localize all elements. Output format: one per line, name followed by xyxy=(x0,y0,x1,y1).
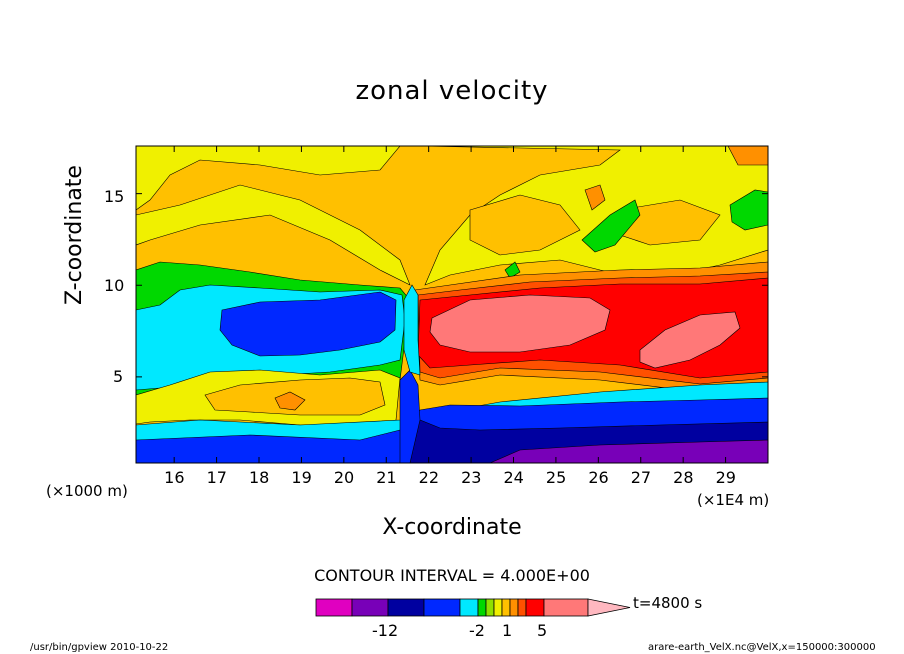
colorbar-swatch xyxy=(477,598,487,617)
plot-frame xyxy=(135,145,769,464)
footer-source: arare-earth_VelX.nc@VelX,x=150000:300000 xyxy=(648,642,876,653)
xtick-label: 21 xyxy=(376,468,397,487)
ytick-label: 10 xyxy=(104,276,125,295)
green-patch-3 xyxy=(504,261,521,279)
xtick-label: 23 xyxy=(461,468,482,487)
colorbar-swatch xyxy=(387,598,425,617)
x-axis-label: X-coordinate xyxy=(382,515,522,540)
contour-field xyxy=(136,146,768,463)
colorbar-swatch xyxy=(315,598,353,617)
xtick-label: 29 xyxy=(715,468,736,487)
xtick-label: 16 xyxy=(164,468,185,487)
lower-left-darkorange xyxy=(274,391,306,411)
x-unit-left: (×1000 m) xyxy=(46,482,128,500)
xtick-label: 20 xyxy=(333,468,355,487)
xtick-label: 18 xyxy=(249,468,270,487)
ytick-label: 5 xyxy=(113,367,124,386)
colorbar-swatch xyxy=(459,598,479,617)
front-cyan-wedge xyxy=(403,284,421,376)
colorbar-tick-label: -12 xyxy=(372,621,399,640)
upper-left-yellow xyxy=(136,146,401,211)
colorbar-swatch xyxy=(485,598,495,617)
colorbar-tick-label: 1 xyxy=(502,621,513,640)
colorbar-swatch xyxy=(501,598,511,617)
orange-island-1 xyxy=(469,194,581,256)
colorbar-tick-label: 5 xyxy=(537,621,548,640)
blue-core-left xyxy=(219,291,397,357)
chart-title: zonal velocity xyxy=(355,76,549,106)
yellow-streak-mid xyxy=(136,184,411,286)
contour-interval-text: CONTOUR INTERVAL = 4.000E+00 xyxy=(314,566,590,585)
darker-orange-patch-2 xyxy=(727,146,768,166)
xtick-label: 22 xyxy=(418,468,440,487)
colorbar-swatch xyxy=(493,598,503,617)
xtick-label: 27 xyxy=(630,468,652,487)
colorbar-swatch xyxy=(517,598,527,617)
colorbar-swatch xyxy=(351,598,389,617)
pink-core-2 xyxy=(639,311,741,369)
colorbar-tick-label: -2 xyxy=(469,621,485,640)
tick-marks xyxy=(136,146,768,463)
xtick-label: 26 xyxy=(588,468,609,487)
green-patch-2 xyxy=(729,189,768,231)
ytick-label: 15 xyxy=(104,187,125,206)
xtick-label: 24 xyxy=(503,468,524,487)
darker-orange-patch-1 xyxy=(584,184,606,211)
x-unit-right: (×1E4 m) xyxy=(697,491,770,509)
xtick-label: 17 xyxy=(206,468,227,487)
footer-command: /usr/bin/gpview 2010-10-22 xyxy=(30,642,169,653)
colorbar-time-label: t=4800 s xyxy=(633,594,703,612)
xtick-label: 19 xyxy=(291,468,312,487)
green-patch-1 xyxy=(581,199,641,253)
colorbar xyxy=(315,598,631,617)
pink-core-1 xyxy=(429,294,611,353)
colorbar-swatch xyxy=(525,598,545,617)
y-axis-label: Z-coordinate xyxy=(62,165,87,305)
purple-bottom xyxy=(489,439,768,463)
colorbar-swatch xyxy=(509,598,519,617)
colorbar-swatch xyxy=(543,598,589,617)
colorbar-extension-arrow xyxy=(587,598,631,617)
xtick-label: 25 xyxy=(545,468,567,487)
colorbar-swatch xyxy=(423,598,461,617)
xtick-label: 28 xyxy=(673,468,694,487)
